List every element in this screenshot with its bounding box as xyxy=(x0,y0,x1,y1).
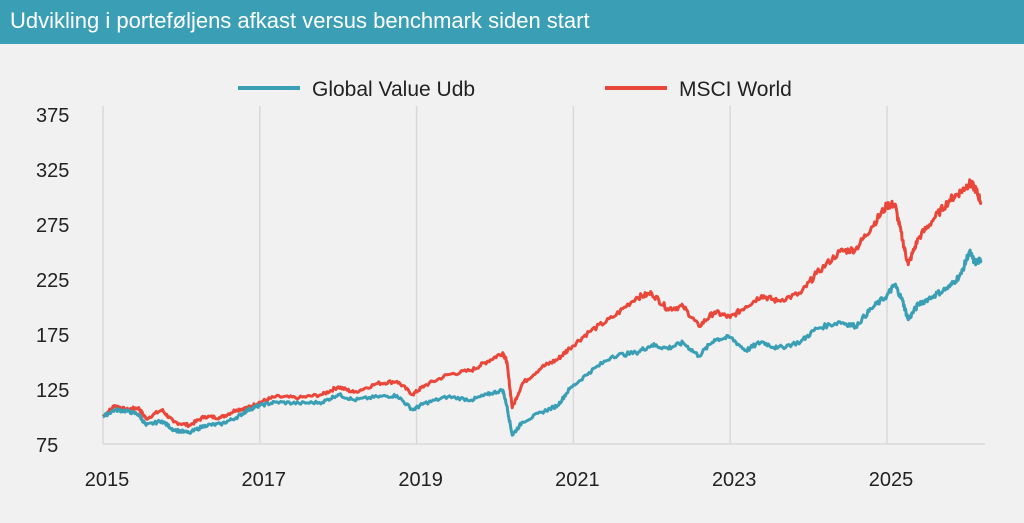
x-tick-label-2025: 2025 xyxy=(869,469,914,491)
y-tick-label-275: 275 xyxy=(36,215,69,237)
chart-area: 75 125 175 225 275 325 375 2015 2017 2019 2021 202… xyxy=(0,44,1024,518)
page-title: Udvikling i porteføljens afkast versus b… xyxy=(10,8,590,33)
x-tick-label-2023: 2023 xyxy=(712,469,757,491)
legend-label-2: MSCI World xyxy=(679,78,792,101)
y-tick-label-75: 75 xyxy=(36,435,58,457)
series-lines xyxy=(101,178,983,437)
grid-lines xyxy=(102,106,985,445)
x-tick-label-2019: 2019 xyxy=(398,469,443,491)
y-axis-ticks: 75 125 175 225 275 325 375 xyxy=(36,105,69,457)
x-tick-label-2015: 2015 xyxy=(85,469,130,491)
y-tick-label-375: 375 xyxy=(36,105,69,127)
y-tick-label-125: 125 xyxy=(36,380,69,402)
series-line-global-value-udb xyxy=(102,248,983,437)
series-line-msci-world xyxy=(101,178,983,429)
line-chart: 75 125 175 225 275 325 375 2015 2017 2019 2021 202… xyxy=(36,78,985,491)
legend: Global Value Udb MSCI World xyxy=(238,78,792,101)
x-axis-ticks: 2015 2017 2019 2021 2023 2025 xyxy=(85,469,914,491)
y-tick-label-175: 175 xyxy=(36,325,69,347)
x-tick-label-2021: 2021 xyxy=(555,469,600,491)
y-tick-label-325: 325 xyxy=(36,160,69,182)
y-tick-label-225: 225 xyxy=(36,270,69,292)
header-bar: Udvikling i porteføljens afkast versus b… xyxy=(0,0,1024,44)
legend-label-1: Global Value Udb xyxy=(312,78,475,101)
x-tick-label-2017: 2017 xyxy=(242,469,287,491)
